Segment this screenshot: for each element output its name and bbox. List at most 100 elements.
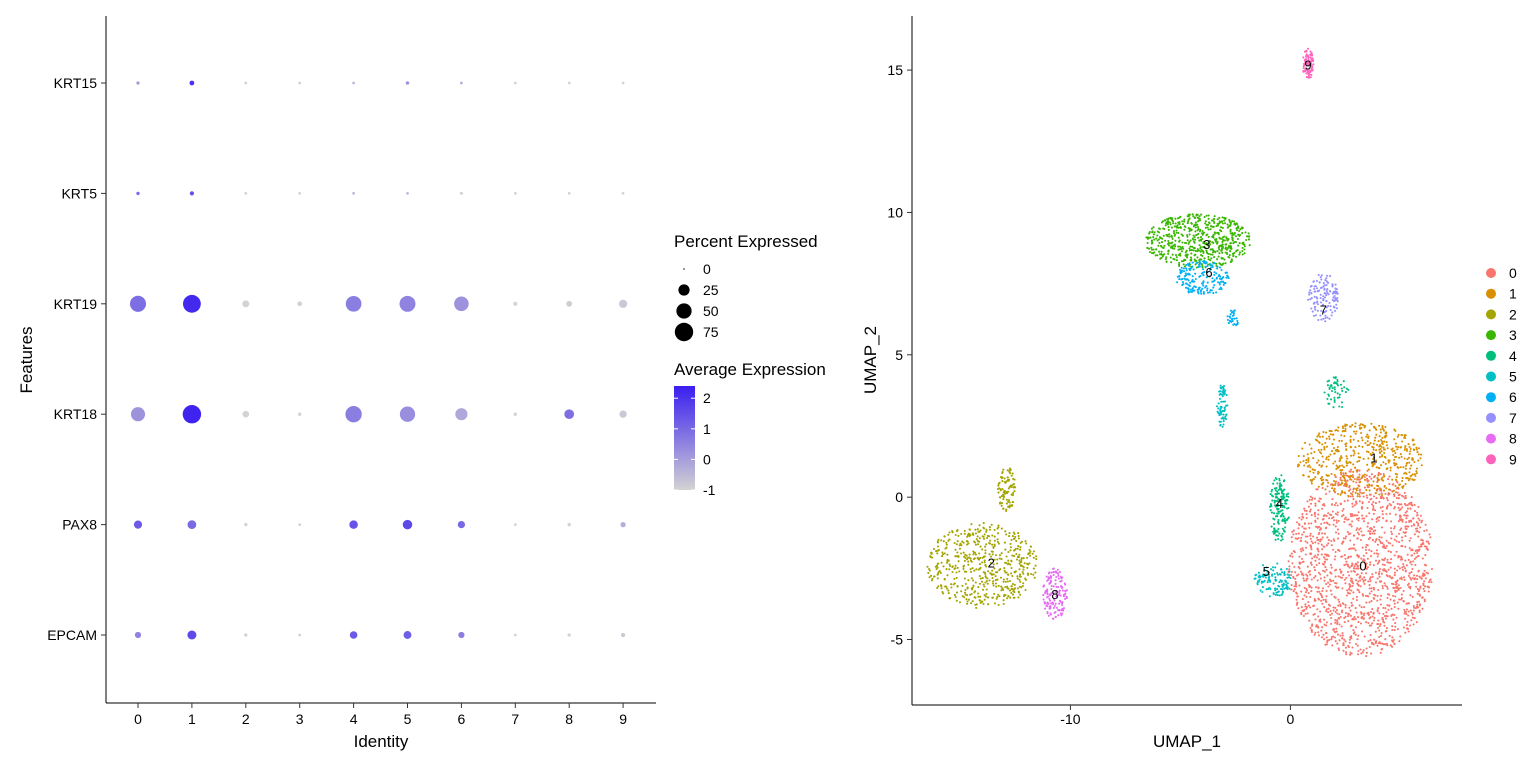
umap-point — [1180, 278, 1183, 281]
umap-point — [1378, 572, 1381, 575]
umap-point — [1395, 535, 1398, 538]
umap-point — [1351, 493, 1354, 496]
dot-plot-point — [513, 633, 517, 637]
umap-point — [1369, 442, 1372, 445]
umap-point — [1002, 578, 1005, 581]
umap-point — [1184, 225, 1187, 229]
umap-point — [1216, 242, 1219, 245]
umap-point — [1035, 558, 1038, 561]
umap-point — [1158, 227, 1162, 231]
umap-point — [1344, 443, 1347, 446]
umap-point — [1335, 630, 1338, 633]
umap-point — [1318, 435, 1322, 438]
umap-point — [1328, 387, 1331, 390]
umap-point — [1331, 510, 1334, 513]
umap-point — [955, 555, 958, 558]
umap-point — [1004, 580, 1007, 583]
umap-point — [1325, 474, 1328, 477]
umap-point — [1318, 432, 1321, 435]
umap-point — [977, 586, 980, 589]
umap-point — [1384, 638, 1387, 641]
umap-point — [1327, 455, 1330, 458]
umap-point — [1192, 246, 1195, 250]
umap-cluster-label: 6 — [1205, 265, 1212, 280]
umap-point — [936, 549, 939, 552]
umap-point — [1303, 586, 1306, 590]
umap-point — [1416, 549, 1419, 553]
umap-point — [1377, 474, 1380, 477]
umap-point — [1171, 220, 1175, 223]
umap-point — [1047, 576, 1050, 579]
umap-point — [1307, 475, 1310, 478]
umap-point — [1356, 638, 1359, 641]
umap-point — [1168, 233, 1171, 236]
umap-point — [1334, 482, 1337, 485]
umap-point — [1181, 223, 1185, 226]
umap-point — [1063, 593, 1067, 596]
umap-point — [1220, 280, 1223, 283]
umap-point — [1005, 533, 1008, 536]
umap-point — [1342, 649, 1345, 652]
umap-point — [1217, 402, 1220, 405]
dot-plot-point — [352, 192, 355, 195]
umap-point — [1015, 558, 1019, 561]
umap-point — [1344, 482, 1347, 485]
umap-point — [1035, 555, 1038, 558]
umap-point — [948, 531, 951, 534]
umap-point — [1416, 551, 1419, 555]
umap-point — [1213, 221, 1216, 225]
umap-point — [1385, 627, 1388, 630]
umap-point — [1374, 571, 1377, 574]
umap-point — [1314, 575, 1317, 578]
umap-point — [1339, 615, 1342, 619]
umap-point — [997, 603, 1000, 606]
umap-point — [1270, 568, 1273, 571]
umap-point — [1330, 612, 1334, 615]
umap-point — [1235, 255, 1238, 258]
umap-point — [1327, 554, 1330, 558]
umap-point — [1313, 597, 1316, 601]
umap-x-tick-label: -10 — [1060, 711, 1080, 727]
umap-point — [1374, 529, 1377, 532]
umap-point — [957, 560, 960, 563]
umap-point — [945, 561, 949, 564]
umap-cluster-6-points — [1226, 309, 1239, 327]
umap-point — [1417, 453, 1420, 456]
umap-point — [1349, 440, 1352, 443]
umap-point — [1353, 504, 1356, 507]
umap-point — [1332, 628, 1335, 631]
umap-point — [968, 532, 971, 535]
umap-point — [1007, 487, 1010, 490]
umap-point — [1345, 464, 1348, 467]
umap-point — [975, 538, 978, 541]
umap-point — [1405, 510, 1408, 513]
umap-point — [1199, 247, 1202, 250]
umap-point — [1324, 292, 1327, 295]
umap-point — [1390, 530, 1393, 533]
umap-point — [1149, 236, 1152, 239]
umap-point — [1401, 485, 1404, 489]
umap-point — [1326, 384, 1329, 387]
umap-point — [1415, 574, 1418, 577]
umap-point — [1302, 474, 1305, 477]
umap-point — [1216, 410, 1219, 413]
umap-point — [1347, 592, 1350, 595]
umap-point — [1210, 257, 1213, 260]
umap-point — [1372, 504, 1375, 507]
umap-point — [1367, 613, 1370, 616]
umap-point — [1335, 291, 1339, 294]
umap-point — [943, 578, 946, 581]
umap-point — [1342, 644, 1345, 647]
umap-point — [1398, 541, 1401, 544]
umap-point — [1191, 261, 1194, 264]
umap-point — [1425, 571, 1428, 574]
umap-point — [1219, 229, 1222, 232]
umap-point — [936, 572, 940, 575]
umap-point — [1328, 583, 1332, 586]
umap-point — [1202, 268, 1205, 271]
umap-point — [960, 552, 963, 555]
umap-point — [1339, 476, 1342, 479]
umap-point — [1218, 216, 1221, 219]
umap-point — [1226, 223, 1229, 226]
umap-point — [1224, 247, 1227, 250]
